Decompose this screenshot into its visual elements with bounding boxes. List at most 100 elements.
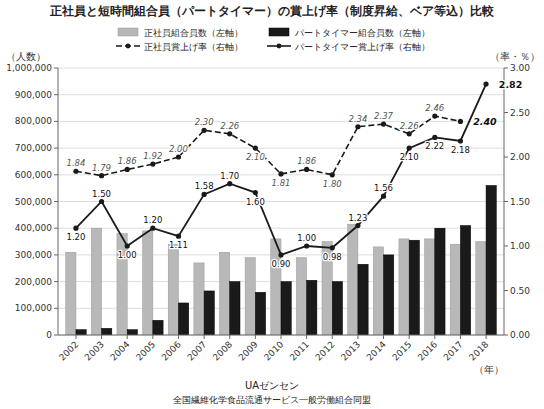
marker	[458, 138, 463, 143]
legend-swatch	[269, 28, 289, 36]
data-label: 1.50	[92, 189, 111, 199]
marker	[227, 181, 232, 186]
tick	[54, 335, 58, 336]
tick-label: 800,000	[15, 116, 52, 126]
grid-line	[58, 94, 504, 95]
tick-label: 0	[46, 330, 52, 340]
tick-label: 2015	[390, 339, 413, 362]
legend-item: パートタイマー賞上げ率（右軸）	[267, 42, 430, 52]
data-label: 1.86	[118, 156, 138, 166]
data-label: 1.00	[118, 250, 137, 260]
bar	[219, 252, 229, 335]
data-label: 1.20	[143, 215, 162, 225]
tick	[75, 335, 76, 339]
bar	[255, 292, 265, 335]
data-label: 1.56	[374, 183, 393, 193]
data-label: 2.00	[169, 144, 188, 154]
tick	[409, 335, 410, 339]
tick-label: 700,000	[15, 143, 52, 153]
tick	[54, 281, 58, 282]
marker	[150, 226, 155, 231]
tick	[504, 290, 508, 291]
tick	[504, 112, 508, 113]
tick-label: 2014	[365, 339, 388, 362]
marker	[432, 113, 437, 118]
tick	[54, 254, 58, 255]
tick-label: 600,000	[15, 170, 52, 180]
data-label: 1.92	[143, 151, 162, 161]
marker	[381, 121, 386, 126]
tick	[54, 94, 58, 95]
tick	[54, 308, 58, 309]
chart: 正社員と短時間組合員（パートタイマー）の賞上げ率（制度昇給、ベア等込）比較010…	[0, 0, 544, 409]
tick	[460, 335, 461, 339]
data-label: 1.00	[297, 233, 316, 243]
marker	[304, 243, 309, 248]
data-label: 2.82	[499, 79, 522, 90]
legend-item: 正社員組合員数（左軸）	[118, 28, 243, 38]
marker	[330, 172, 335, 177]
line	[76, 84, 486, 255]
bar	[435, 228, 445, 335]
data-label: 2.34	[348, 114, 367, 124]
tick	[486, 335, 487, 339]
tick	[504, 335, 508, 336]
bar	[143, 231, 153, 335]
tick-label: 1.00	[510, 241, 530, 251]
tick-label: 2013	[339, 339, 362, 362]
data-label: 2.10	[246, 152, 265, 162]
tick	[332, 335, 333, 339]
bar	[76, 330, 86, 335]
axis-title: （人数）	[6, 51, 46, 62]
legend-marker	[126, 44, 131, 49]
tick-label: 3.00	[510, 63, 530, 73]
marker	[227, 131, 232, 136]
tick-label: 2005	[134, 339, 157, 362]
marker	[381, 194, 386, 199]
tick	[255, 335, 256, 339]
tick	[152, 335, 153, 339]
tick	[229, 335, 230, 339]
bar	[91, 228, 101, 335]
data-label: 1.80	[323, 179, 342, 189]
marker	[355, 124, 360, 129]
tick-label: 0.50	[510, 286, 530, 296]
tick-label: 300,000	[15, 250, 52, 260]
bar	[117, 234, 127, 335]
tick	[504, 68, 508, 69]
legend-marker	[277, 44, 282, 49]
marks	[66, 81, 497, 335]
tick-label: 2008	[211, 339, 234, 362]
tick-label: 2.50	[510, 108, 530, 118]
marker	[253, 146, 258, 151]
axis-title: （年）	[474, 364, 504, 375]
tick-label: 1.50	[510, 197, 530, 207]
legend-swatch	[118, 28, 138, 36]
tick	[504, 201, 508, 202]
legend: 正社員組合員数（左軸）パートタイマー組合員数（左軸）正社員賞上げ率（右軸）パート…	[116, 28, 430, 52]
legend-label: 正社員組合員数（左軸）	[144, 28, 243, 38]
legend-item: パートタイマー組合員数（左軸）	[269, 28, 430, 38]
data-label: 1.23	[348, 213, 367, 223]
tick	[281, 335, 282, 339]
tick	[504, 157, 508, 158]
bar	[384, 255, 394, 335]
marker	[202, 192, 207, 197]
data-label: 1.11	[169, 240, 188, 250]
bar	[307, 280, 317, 335]
line	[76, 116, 460, 176]
tick-label: 2002	[57, 339, 80, 362]
data-label: 1.60	[246, 197, 265, 207]
tick	[54, 174, 58, 175]
bar	[102, 328, 112, 335]
bar	[153, 320, 163, 335]
marker	[458, 119, 463, 124]
bar	[486, 185, 496, 335]
grid-line	[58, 68, 504, 69]
grid	[58, 68, 504, 335]
tick-label: 400,000	[15, 223, 52, 233]
annotation: 全国繊維化学食品流通サービス一般労働組合同盟	[173, 395, 371, 405]
tick	[504, 246, 508, 247]
tick	[127, 335, 128, 339]
data-label: 0.98	[323, 252, 342, 262]
